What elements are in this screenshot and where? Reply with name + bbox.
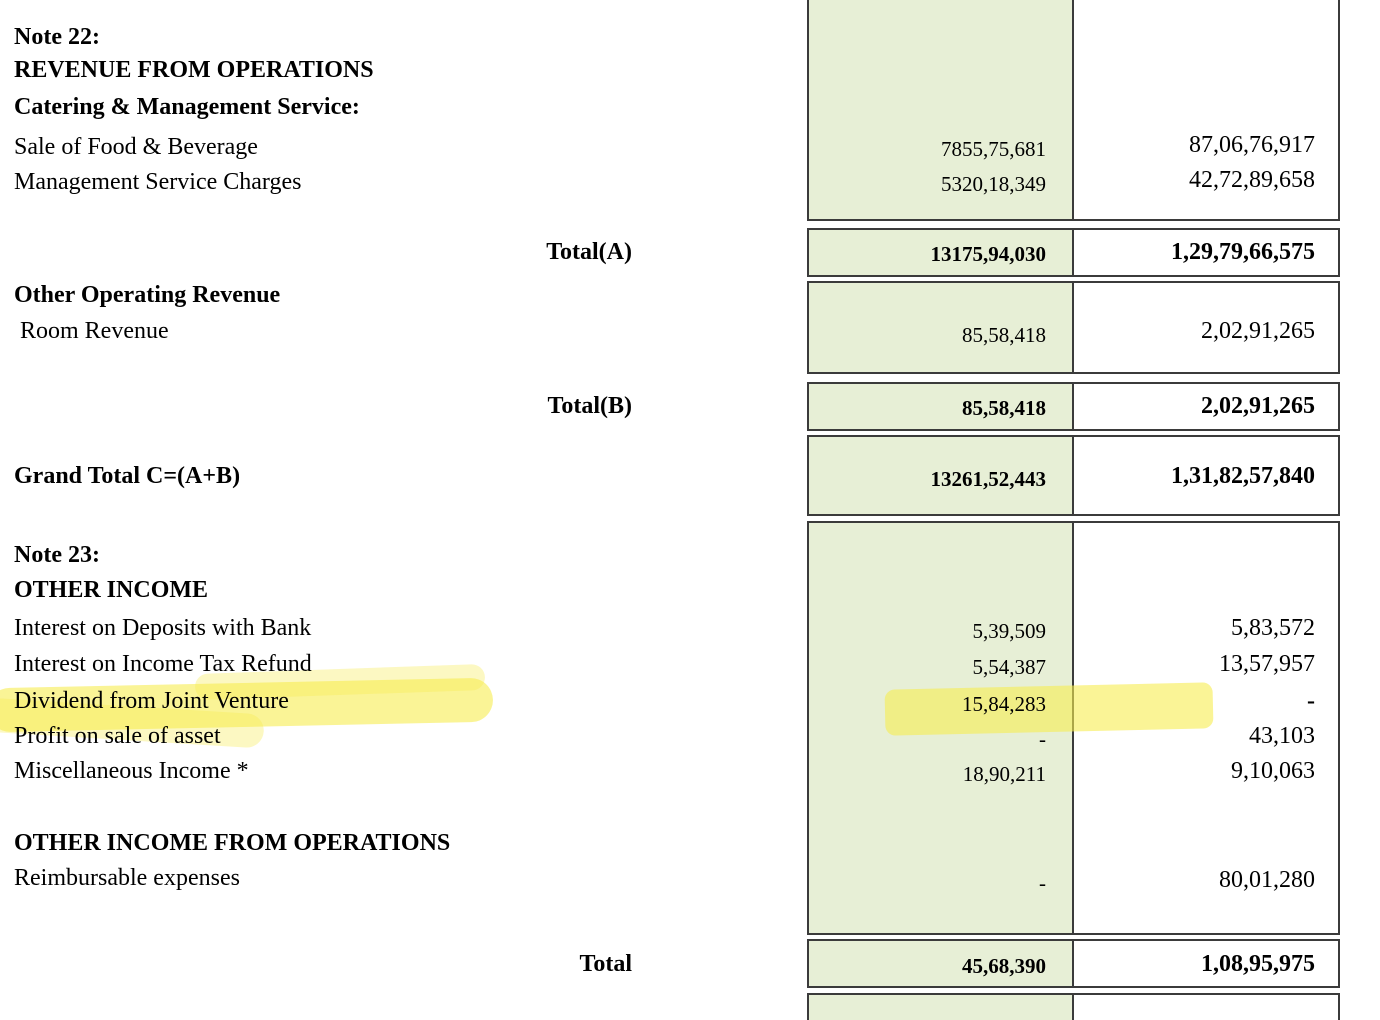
- note22-heading: REVENUE FROM OPERATIONS: [14, 57, 374, 83]
- row-label: Management Service Charges: [14, 169, 302, 195]
- amount-previous: 1,08,95,975: [1201, 951, 1315, 977]
- amount-current: 18,90,211: [962, 762, 1046, 786]
- other-operating-heading: Other Operating Revenue: [14, 282, 281, 308]
- amount-current: 45,68,390: [962, 954, 1046, 978]
- note22-subheading: Catering & Management Service:: [14, 94, 360, 120]
- row-label-highlighted: Dividend from Joint Venture: [14, 688, 289, 714]
- amount-current: 15,84,283: [962, 692, 1046, 716]
- table-box-total: [807, 939, 1340, 988]
- note23-number: Note 23:: [14, 542, 100, 568]
- table-box-revenue-items: [807, 0, 1340, 221]
- row-label: Interest on Income Tax Refund: [14, 651, 312, 677]
- amount-previous: 87,06,76,917: [1189, 132, 1315, 158]
- current-year-column: [809, 283, 1074, 372]
- current-year-column: [809, 437, 1074, 514]
- current-year-column: [809, 230, 1074, 275]
- row-label: Profit on sale of asset: [14, 723, 221, 749]
- total-a-label: Total(A): [546, 239, 632, 265]
- total-b-label: Total(B): [547, 393, 632, 419]
- amount-previous: 80,01,280: [1219, 867, 1315, 893]
- amount-current: -: [1039, 871, 1046, 895]
- amount-current: 13261,52,443: [930, 467, 1047, 491]
- total-label: Total: [579, 951, 632, 977]
- current-year-column: [809, 0, 1074, 219]
- note22-number: Note 22:: [14, 24, 100, 50]
- amount-previous: 13,57,957: [1219, 651, 1315, 677]
- current-year-column: [809, 995, 1074, 1020]
- grand-total-label: Grand Total C=(A+B): [14, 463, 241, 489]
- row-label: Reimbursable expenses: [14, 865, 240, 891]
- amount-previous: 2,02,91,265: [1201, 318, 1315, 344]
- table-box-room-revenue: [807, 281, 1340, 374]
- table-box-total-a: [807, 228, 1340, 277]
- current-year-column: [809, 384, 1074, 429]
- amount-current: 5,54,387: [972, 655, 1047, 679]
- amount-previous: 43,103: [1249, 723, 1315, 749]
- table-box-grand-total: [807, 435, 1340, 516]
- amount-previous: 42,72,89,658: [1189, 167, 1315, 193]
- row-label: Room Revenue: [20, 318, 169, 344]
- row-label: Interest on Deposits with Bank: [14, 615, 312, 641]
- amount-previous: 1,31,82,57,840: [1171, 463, 1315, 489]
- table-box-total-b: [807, 382, 1340, 431]
- amount-current: 7855,75,681: [941, 137, 1046, 161]
- amount-previous: 5,83,572: [1231, 615, 1315, 641]
- amount-previous: 9,10,063: [1231, 758, 1315, 784]
- amount-current: 5,39,509: [972, 619, 1047, 643]
- amount-current: 85,58,418: [962, 323, 1046, 347]
- row-label: Sale of Food & Beverage: [14, 134, 258, 160]
- amount-current: 13175,94,030: [930, 242, 1047, 266]
- amount-current: 5320,18,349: [941, 172, 1046, 196]
- current-year-column: [809, 941, 1074, 986]
- row-label: Miscellaneous Income *: [14, 758, 249, 784]
- amount-current: -: [1039, 727, 1046, 751]
- other-income-operations-heading: OTHER INCOME FROM OPERATIONS: [14, 830, 451, 856]
- amount-previous: -: [1307, 688, 1315, 714]
- amount-current: 85,58,418: [962, 396, 1046, 420]
- table-box-bottom-sliver: [807, 993, 1340, 1020]
- amount-previous: 2,02,91,265: [1201, 393, 1315, 419]
- note23-heading: OTHER INCOME: [14, 577, 209, 603]
- amount-previous: 1,29,79,66,575: [1171, 239, 1315, 265]
